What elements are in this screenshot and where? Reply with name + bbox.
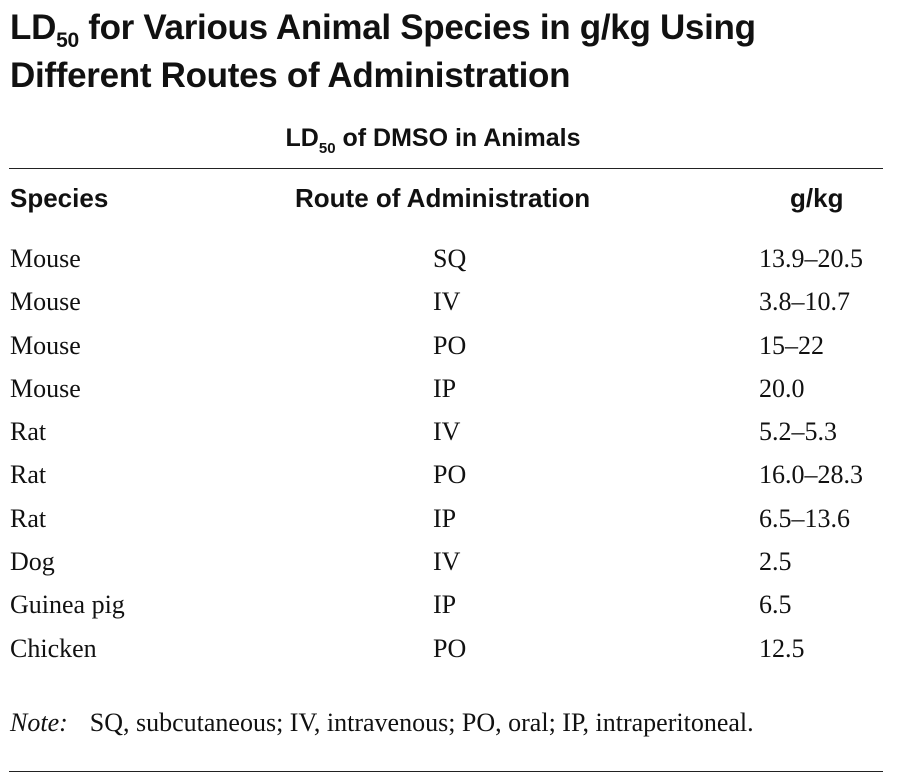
- cell-species: Mouse: [10, 373, 81, 403]
- table-caption: LD50 of DMSO in Animals: [0, 121, 866, 157]
- table-body: Mouse SQ 13.9–20.5 Mouse IV 3.8–10.7 Mou…: [0, 237, 900, 670]
- note-text: SQ, subcutaneous; IV, intravenous; PO, o…: [89, 708, 754, 737]
- table-row: Mouse SQ 13.9–20.5: [0, 237, 900, 280]
- table-row: Rat IV 5.2–5.3: [0, 410, 900, 453]
- cell-value: 3.8–10.7: [759, 287, 850, 317]
- cell-route: IV: [433, 417, 461, 447]
- cell-species: Dog: [10, 547, 55, 577]
- cell-route: IP: [433, 373, 457, 403]
- table-top-rule: [9, 168, 883, 169]
- cell-route: IV: [433, 287, 461, 317]
- cell-value: 16.0–28.3: [759, 460, 863, 490]
- title-line2: Different Routes of Administration: [10, 56, 571, 95]
- table-row: Mouse PO 15–22: [0, 324, 900, 367]
- cell-value: 6.5–13.6: [759, 503, 850, 533]
- cell-route: SQ: [433, 244, 467, 273]
- cell-route: IV: [433, 547, 461, 577]
- title-subscript: 50: [56, 29, 79, 52]
- cell-species: Mouse: [10, 330, 81, 360]
- cell-species: Mouse: [10, 244, 81, 273]
- table-row: Chicken PO 12.5: [0, 627, 900, 670]
- table-row: Rat PO 16.0–28.3: [0, 453, 900, 496]
- column-header-route: Route of Administration: [295, 183, 591, 213]
- cell-species: Rat: [10, 460, 47, 490]
- title-ld: LD: [10, 8, 57, 47]
- cell-species: Chicken: [10, 633, 97, 663]
- table-bottom-rule: [9, 771, 883, 772]
- cell-value: 5.2–5.3: [759, 417, 837, 447]
- table-row: Rat IP 6.5–13.6: [0, 497, 900, 540]
- cell-route: PO: [433, 633, 467, 663]
- caption-rest: of DMSO in Animals: [335, 124, 581, 152]
- cell-value: 6.5: [759, 590, 792, 620]
- cell-route: IP: [433, 503, 457, 533]
- cell-route: PO: [433, 330, 467, 360]
- cell-value: 20.0: [759, 373, 805, 403]
- table-row: Dog IV 2.5: [0, 540, 900, 583]
- caption-ld: LD: [285, 124, 319, 152]
- table-row: Mouse IV 3.8–10.7: [0, 280, 900, 323]
- title-line1-rest: for Various Animal Species in g/kg Using: [78, 8, 756, 47]
- cell-route: PO: [433, 460, 467, 490]
- table-row: Guinea pig IP 6.5: [0, 583, 900, 626]
- cell-value: 13.9–20.5: [759, 244, 863, 273]
- cell-species: Guinea pig: [10, 590, 125, 620]
- cell-value: 2.5: [759, 547, 792, 577]
- column-header-gkg: g/kg: [790, 183, 844, 213]
- cell-value: 15–22: [759, 330, 824, 360]
- cell-species: Mouse: [10, 287, 81, 317]
- column-header-species: Species: [10, 183, 109, 213]
- cell-value: 12.5: [759, 633, 805, 663]
- table-footnote: Note: SQ, subcutaneous; IV, intravenous; …: [10, 703, 754, 743]
- table-row: Mouse IP 20.0: [0, 367, 900, 410]
- note-label: Note:: [10, 708, 68, 737]
- caption-subscript: 50: [318, 140, 336, 157]
- cell-species: Rat: [10, 417, 47, 447]
- cell-route: IP: [433, 590, 457, 620]
- page-title: LD50 for Various Animal Species in g/kg …: [10, 4, 890, 100]
- cell-species: Rat: [10, 503, 47, 533]
